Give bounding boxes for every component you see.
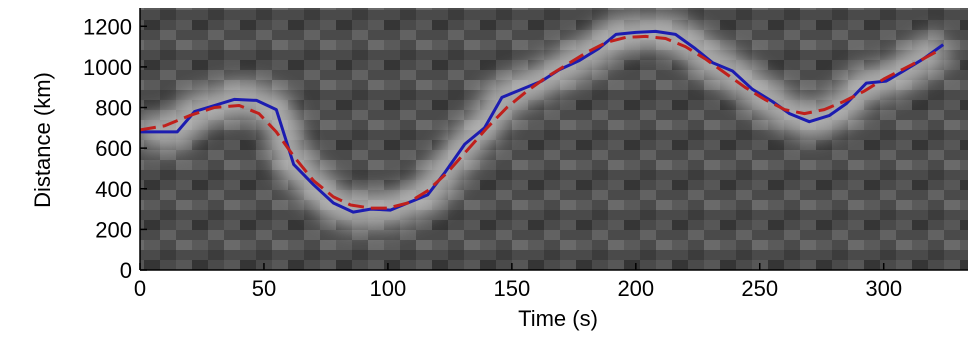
x-tick-label: 0 [134,276,146,301]
x-tick-label: 300 [865,276,902,301]
x-tick-label: 200 [617,276,654,301]
y-tick-label: 200 [95,217,132,242]
x-tick-label: 100 [370,276,407,301]
x-tick-label: 250 [741,276,778,301]
x-tick-label: 150 [493,276,530,301]
x-tick-label: 50 [252,276,276,301]
y-tick-label: 600 [95,136,132,161]
y-axis-label: Distance (km) [30,72,55,208]
heatmap-background [140,8,968,270]
x-axis-label: Time (s) [518,306,598,331]
series-line [140,34,940,210]
y-tick-label: 400 [95,177,132,202]
y-tick-label: 1000 [83,55,132,80]
y-tick-label: 1200 [83,14,132,39]
y-tick-label: 800 [95,96,132,121]
y-tick-label: 0 [120,258,132,283]
series-line [140,29,945,214]
